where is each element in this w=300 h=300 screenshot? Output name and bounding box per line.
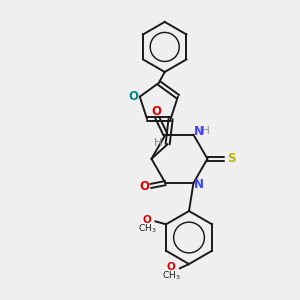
Text: H: H [202, 126, 210, 136]
Text: O: O [139, 179, 149, 193]
Text: CH$_3$: CH$_3$ [138, 222, 156, 235]
Text: N: N [194, 124, 204, 138]
Text: H: H [154, 138, 162, 148]
Text: O: O [167, 262, 176, 272]
Text: O: O [142, 215, 151, 225]
Text: CH$_3$: CH$_3$ [162, 270, 181, 282]
Text: S: S [227, 152, 235, 165]
Text: O: O [128, 90, 138, 103]
Text: N: N [194, 178, 204, 191]
Text: O: O [152, 105, 162, 118]
